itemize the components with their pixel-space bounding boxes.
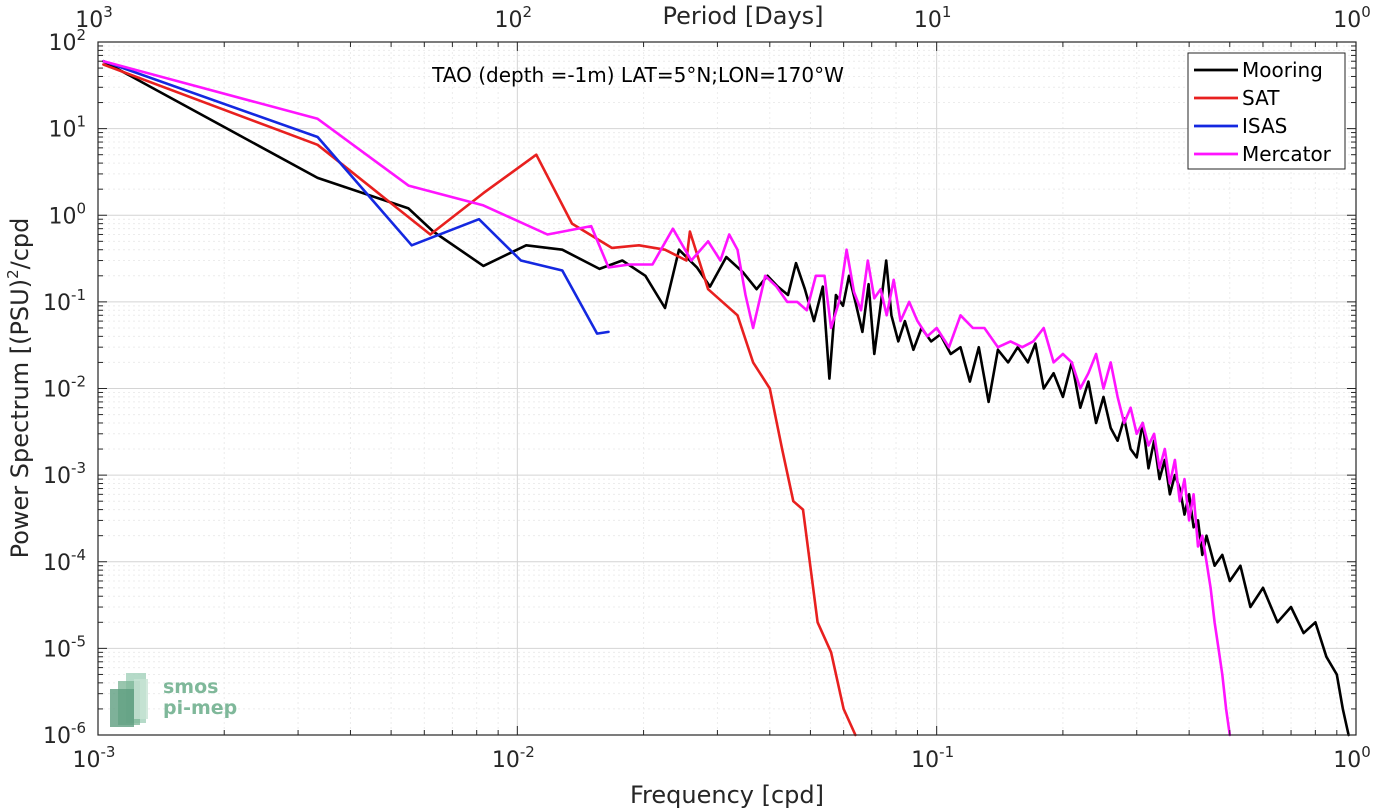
top-tick-label: 102 — [495, 3, 533, 33]
x-tick-label: 10-1 — [911, 743, 954, 773]
chart-title: TAO (depth =-1m) LAT=5°N;LON=170°W — [431, 63, 844, 87]
smos-pi-mep-logo: smos pi-mep — [110, 673, 237, 727]
x-axis-label: Frequency [cpd] — [630, 781, 824, 809]
y-axis-label: Power Spectrum [(PSU)2/cpd — [4, 218, 34, 559]
x-tick-label: 10-3 — [73, 743, 116, 773]
legend-box — [1187, 52, 1346, 170]
legend-label-sat: SAT — [1242, 86, 1280, 110]
x-tick-label: 10-2 — [492, 743, 535, 773]
y-tick-label: 100 — [48, 199, 86, 229]
y-tick-label: 10-6 — [43, 719, 86, 749]
y-axis-label-unit: /cpd — [6, 218, 34, 270]
top-tick-label: 103 — [75, 3, 113, 33]
series-line-isas — [102, 59, 610, 335]
legend-label-mooring: Mooring — [1242, 58, 1323, 82]
y-tick-label: 10-3 — [43, 459, 86, 489]
y-tick-label: 101 — [48, 113, 86, 143]
series-line-sat — [102, 63, 857, 737]
y-tick-label: 10-2 — [43, 373, 86, 403]
legend: Mooring SAT ISAS Mercator — [1187, 52, 1346, 170]
y-tick-label: 102 — [48, 26, 86, 56]
series-layer — [102, 59, 1350, 737]
y-tick-label: 10-1 — [43, 286, 86, 316]
tick-marks — [97, 41, 1357, 736]
legend-label-isas: ISAS — [1242, 114, 1287, 138]
series-line-mooring — [102, 59, 1350, 737]
legend-label-mercator: Mercator — [1242, 142, 1332, 166]
top-tick-label: 101 — [914, 3, 952, 33]
top-tick-label: 100 — [1333, 3, 1371, 33]
logo-text-smos: smos — [163, 676, 218, 698]
y-axis-label-exponent: 2 — [4, 269, 22, 279]
series-line-mercator — [102, 59, 1232, 737]
y-tick-label: 10-4 — [43, 546, 86, 576]
y-axis-label-main: Power Spectrum [(PSU) — [6, 279, 34, 558]
y-tick-label: 10-5 — [43, 632, 86, 662]
x-tick-label: 100 — [1333, 743, 1371, 773]
logo-text-pi-mep: pi-mep — [163, 697, 237, 719]
top-axis-label: Period [Days] — [662, 2, 823, 30]
